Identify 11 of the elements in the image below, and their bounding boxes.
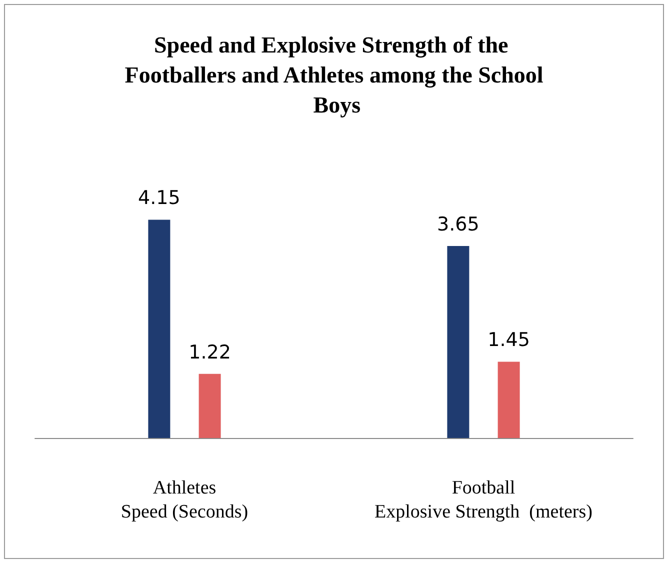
data-label: 3.65: [437, 214, 480, 236]
bar: [198, 374, 221, 438]
bar: [148, 220, 170, 438]
data-label: 1.22: [188, 341, 231, 364]
chart-title: Speed and Explosive Strength of the Footballers and Athletes among the School Boys: [124, 32, 544, 118]
x-tick-label: Athletes Speed (Seconds): [120, 478, 248, 522]
data-label: 4.15: [138, 187, 180, 210]
bar: [447, 246, 470, 438]
x-tick-label: Football Explosive Strength (meters): [374, 478, 592, 522]
bar: [498, 362, 520, 438]
data-label: 1.45: [488, 329, 530, 352]
